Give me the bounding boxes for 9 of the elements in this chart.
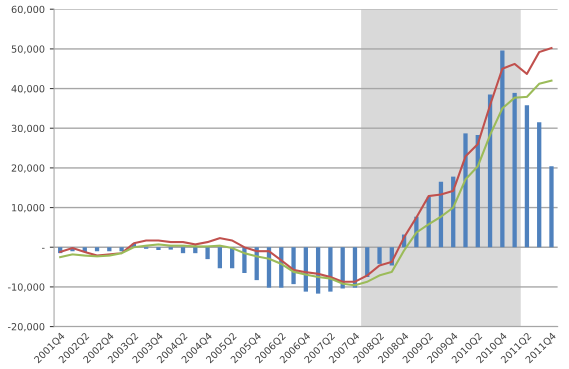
y-tick-label: 50,000	[12, 45, 44, 54]
y-tick-label: 30,000	[12, 124, 44, 134]
y-tick-label: -10,000	[8, 283, 44, 292]
y-tick-label: 10,000	[12, 204, 44, 212]
y-tick-label: -20,000	[8, 323, 44, 332]
y-tick-label: 40,000	[11, 85, 44, 94]
y-tick-label: 60,000	[12, 6, 44, 14]
y-tick-label: -	[42, 248, 45, 249]
y-tick-label: 20,000	[12, 164, 44, 173]
